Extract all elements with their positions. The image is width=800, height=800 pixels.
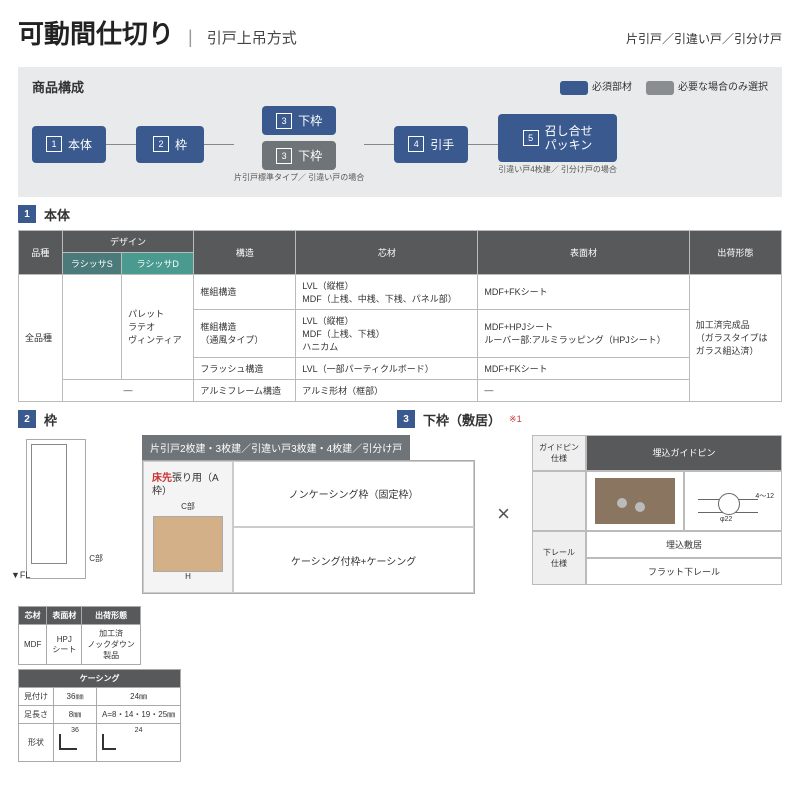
multiply-icon: × [489,501,518,527]
section-3-note: ※1 [509,414,522,425]
sill-pin-photo [586,471,684,531]
flow-caption-5: 引違い戸4枚建／ 引分け戸の場合 [498,165,617,175]
title-divider: | [188,27,193,48]
th-design-s: ラシッサS [62,252,122,274]
cell-surf-1: MDF+HPJシート ルーバー部:アルミラッピング（HPJシート） [478,309,689,357]
fl-label: ▼FL [11,570,30,580]
cell-design-d: パレット ラテオ ヴィンティア [122,274,194,379]
flow-box-4: 4引手 [394,126,468,163]
flow-box-3a: 3下枠 [262,106,336,135]
flow-diagram: 1本体 2枠 3下枠 3下枠 片引戸標準タイプ／ 引違い戸の場合 4引手 5召し… [32,106,768,183]
flow-caption-3: 片引戸標準タイプ／ 引違い戸の場合 [234,173,364,183]
cell-struct-3: アルミフレーム構造 [194,379,296,401]
mini-table-casing: ケーシング 見付け36㎜24㎜ 足長さ8㎜A=8・14・19・25㎜ 形状 36… [18,669,181,762]
cell-kind: 全品種 [19,274,63,401]
sill-r2a: 埋込敷居 [586,531,782,558]
frame-side-label: 床先張り用（A枠） C部 H [143,461,233,594]
connector [364,144,394,145]
frame-option-1: ノンケーシング枠（固定枠） [233,461,474,527]
frame-tab-header: 片引戸2枚建・3枚建／引違い戸3枚建・4枚建／引分け戸 [142,435,410,460]
section-1-num: 1 [18,205,36,223]
sill-r2b: フラット下レール [586,558,782,585]
legend-required-label: 必須部材 [592,82,632,93]
sill-grid: ガイドピン 仕様 埋込ガイドピン 4～12 φ22 下レール 仕様 埋込敷居 フ… [532,435,782,585]
cell-design-s [62,274,122,379]
legend-required-swatch [560,81,588,95]
wood-illustration [153,516,223,572]
composition-title: 商品構成 [32,77,84,96]
sill-side-1: ガイドピン 仕様 [532,435,586,471]
flow-box-3b: 3下枠 [262,141,336,170]
flow-box-1: 1本体 [32,126,106,163]
th-design: デザイン [62,230,194,252]
frame-options-grid: 床先張り用（A枠） C部 H ノンケーシング枠（固定枠） ケーシング付枠+ケーシ… [142,460,475,595]
legend: 必須部材 必要な場合のみ選択 [560,78,768,94]
cell-surf-0: MDF+FKシート [478,274,689,309]
th-core: 芯材 [296,230,478,274]
mini-table-material: 芯材表面材出荷形態 MDFHPJ シート加工済 ノックダウン 製品 [18,606,141,665]
c-label: C部 [89,553,103,564]
cell-core-3: アルミ形材（框部） [296,379,478,401]
connector [204,144,234,145]
main-spec-table: 品種 デザイン 構造 芯材 表面材 出荷形態 ラシッサS ラシッサD 全品種 パ… [18,230,782,402]
section-3-title: 下枠（敷居） [423,410,501,429]
th-struct: 構造 [194,230,296,274]
cell-struct-0: 框組構造 [194,274,296,309]
section-1-title: 本体 [44,205,70,224]
cell-core-2: LVL（一部パーティクルボード） [296,357,478,379]
cell-core-0: LVL（縦框） MDF（上桟、中桟、下桟、パネル部） [296,274,478,309]
cell-ship: 加工済完成品 （ガラスタイプは ガラス組込済） [689,274,781,401]
cell-struct-1: 框組構造 （通風タイプ） [194,309,296,357]
legend-optional-swatch [646,81,674,95]
sill-side-1b [532,471,586,531]
connector [106,144,136,145]
section-2-num: 2 [18,410,36,428]
door-diagram: ▼FL C部 [18,435,128,595]
th-surface: 表面材 [478,230,689,274]
page-title: 可動間仕切り [18,14,174,51]
connector [468,144,498,145]
cell-design-dash: — [62,379,194,401]
cell-surf-3: — [478,379,689,401]
cell-surf-2: MDF+FKシート [478,357,689,379]
section-3-num: 3 [397,410,415,428]
sill-side-2: 下レール 仕様 [532,531,586,585]
flow-box-5: 5召し合せ パッキン [498,114,617,163]
th-ship: 出荷形態 [689,230,781,274]
cell-core-1: LVL（縦框） MDF（上桟、下桟） ハニカム [296,309,478,357]
page-subtitle: 引戸上吊方式 [207,27,297,48]
th-design-d: ラシッサD [122,252,194,274]
composition-panel: 商品構成 必須部材 必要な場合のみ選択 1本体 2枠 3下枠 3下枠 片引戸標準… [18,67,782,197]
flow-box-2: 2枠 [136,126,204,163]
th-kind: 品種 [19,230,63,274]
door-types: 片引戸／引違い戸／引分け戸 [626,30,782,47]
sill-pin-schematic: 4～12 φ22 [684,471,782,531]
legend-optional-label: 必要な場合のみ選択 [678,82,768,93]
section-2-title: 枠 [44,410,57,429]
sill-header: 埋込ガイドピン [586,435,782,471]
cell-struct-2: フラッシュ構造 [194,357,296,379]
frame-option-2: ケーシング付枠+ケーシング [233,527,474,593]
